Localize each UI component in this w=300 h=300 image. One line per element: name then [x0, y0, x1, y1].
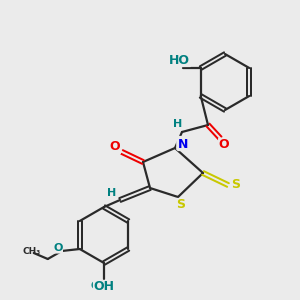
Text: OH: OH: [94, 280, 115, 293]
Text: S: S: [176, 199, 185, 212]
Text: O: O: [53, 243, 62, 253]
Text: H: H: [99, 281, 109, 291]
Text: O: O: [219, 139, 229, 152]
Text: H: H: [107, 188, 117, 198]
Text: N: N: [177, 136, 187, 149]
Text: HO: HO: [169, 53, 190, 67]
Text: H: H: [173, 119, 183, 129]
Text: CH₃: CH₃: [22, 248, 41, 256]
Text: N: N: [178, 137, 188, 151]
Text: S: S: [232, 178, 241, 191]
Text: O: O: [90, 281, 100, 291]
Text: O: O: [110, 140, 120, 154]
